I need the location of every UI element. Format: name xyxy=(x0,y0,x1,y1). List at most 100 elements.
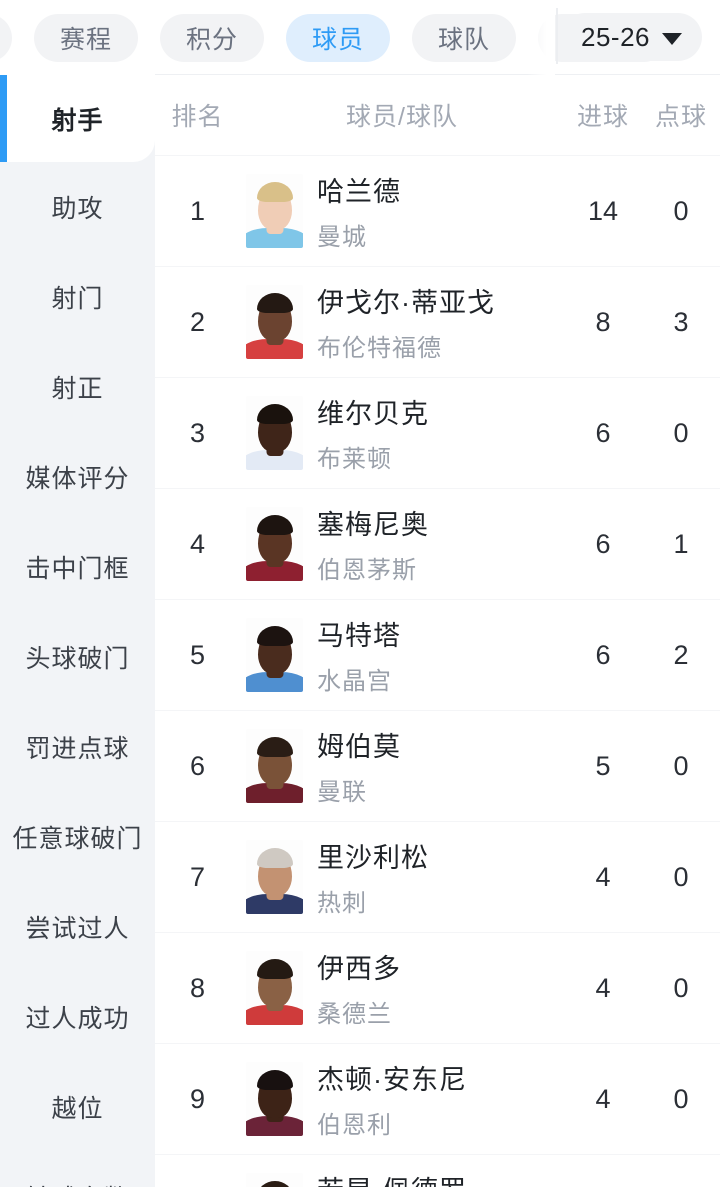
sidebar-item-越位[interactable]: 越位 xyxy=(0,1062,155,1152)
cell-player[interactable]: 伊戈尔·蒂亚戈 布伦特福德 xyxy=(240,281,564,363)
photo-hair xyxy=(256,626,293,646)
sidebar-item-尝试过人[interactable]: 尝试过人 xyxy=(0,882,155,972)
sidebar-item-射门[interactable]: 射门 xyxy=(0,252,155,342)
player-team: 伯恩茅斯 xyxy=(317,557,417,584)
cell-player[interactable]: 塞梅尼奥 伯恩茅斯 xyxy=(240,503,564,585)
cell-player[interactable]: 哈兰德 曼城 xyxy=(240,170,564,252)
tab-球队[interactable]: 球队 xyxy=(412,13,517,62)
player-team: 热刺 xyxy=(317,890,367,917)
sidebar-item-label: 媒体评分 xyxy=(25,465,130,493)
sidebar-item-罚进点球[interactable]: 罚进点球 xyxy=(0,702,155,792)
cell-penalties: 0 xyxy=(673,1083,689,1114)
player-name: 伊西多 xyxy=(317,954,401,984)
player-name-block: 若昂·佩德罗切尔西 xyxy=(317,1169,467,1187)
photo-kit xyxy=(246,450,303,470)
sidebar-item-任意球破门[interactable]: 任意球破门 xyxy=(0,792,155,882)
player-photo xyxy=(246,618,303,692)
cell-rank: 4 xyxy=(189,528,206,559)
cell-player[interactable]: 马特塔 水晶宫 xyxy=(240,614,564,696)
player-photo xyxy=(246,1062,303,1136)
cell-player[interactable]: 若昂·佩德罗切尔西 xyxy=(240,1169,564,1187)
cell-player[interactable]: 杰顿·安东尼 伯恩利 xyxy=(240,1058,564,1140)
chevron-down-icon xyxy=(662,32,682,45)
cell-player[interactable]: 伊西多 桑德兰 xyxy=(240,947,564,1029)
cell-rank: 6 xyxy=(189,750,206,781)
player-name: 姆伯莫 xyxy=(317,732,401,762)
table-row[interactable]: 4 塞梅尼奥 伯恩茅斯 6 1 xyxy=(155,488,720,599)
cell-player[interactable]: 维尔贝克 布莱顿 xyxy=(240,392,564,474)
player-photo xyxy=(246,840,303,914)
sidebar-item-头球破门[interactable]: 头球破门 xyxy=(0,612,155,702)
player-name-block: 杰顿·安东尼 伯恩利 xyxy=(317,1058,467,1140)
cell-rank: 9 xyxy=(189,1083,206,1114)
sidebar-item-射正[interactable]: 射正 xyxy=(0,342,155,432)
table-row[interactable]: 7 里沙利松 热刺 4 0 xyxy=(155,821,720,932)
season-label: 25-26 xyxy=(581,21,650,52)
cell-penalties: 1 xyxy=(673,528,689,559)
player-photo xyxy=(246,396,303,470)
player-team: 布莱顿 xyxy=(317,446,392,473)
photo-kit xyxy=(246,339,303,359)
table-row[interactable]: 3 维尔贝克 布莱顿 6 0 xyxy=(155,377,720,488)
player-name: 伊戈尔·蒂亚戈 xyxy=(317,288,495,318)
player-photo xyxy=(246,285,303,359)
player-name-block: 姆伯莫 曼联 xyxy=(317,725,401,807)
photo-background xyxy=(246,1173,303,1187)
cell-penalties: 0 xyxy=(673,195,689,226)
table-row[interactable]: 9 杰顿·安东尼 伯恩利 4 0 xyxy=(155,1043,720,1154)
sidebar-item-射手[interactable]: 射手 xyxy=(0,75,155,162)
sidebar-item-媒体评分[interactable]: 媒体评分 xyxy=(0,432,155,522)
cell-goals: 4 xyxy=(595,972,611,1003)
column-header-rank: 排名 xyxy=(171,103,224,131)
cell-rank: 8 xyxy=(189,972,206,1003)
table-header-row: 排名 球员/球队 进球 点球 xyxy=(155,75,720,155)
table-row[interactable]: 10若昂·佩德罗切尔西40 xyxy=(155,1154,720,1187)
tab-label: 积分 xyxy=(186,25,239,54)
photo-kit xyxy=(246,1116,303,1136)
photo-kit xyxy=(246,672,303,692)
tab-partial[interactable] xyxy=(0,13,12,62)
player-name-block: 马特塔 水晶宫 xyxy=(317,614,401,696)
player-name: 维尔贝克 xyxy=(317,399,429,429)
table-row[interactable]: 1 哈兰德 曼城 14 0 xyxy=(155,155,720,266)
table-row[interactable]: 2 伊戈尔·蒂亚戈 布伦特福德 8 3 xyxy=(155,266,720,377)
player-name: 里沙利松 xyxy=(317,843,429,873)
photo-hair xyxy=(256,293,293,313)
sidebar-item-触球次数[interactable]: 触球次数 xyxy=(0,1152,155,1187)
photo-hair xyxy=(256,404,293,424)
table-row[interactable]: 6 姆伯莫 曼联 5 0 xyxy=(155,710,720,821)
player-photo xyxy=(246,951,303,1025)
sidebar-item-label: 头球破门 xyxy=(25,645,130,673)
table-row[interactable]: 8 伊西多 桑德兰 4 0 xyxy=(155,932,720,1043)
photo-hair xyxy=(256,1181,293,1187)
sidebar-item-助攻[interactable]: 助攻 xyxy=(0,162,155,252)
cell-goals: 6 xyxy=(595,417,611,448)
player-photo xyxy=(246,729,303,803)
tab-积分[interactable]: 积分 xyxy=(160,13,265,62)
sidebar-item-label: 助攻 xyxy=(51,195,104,223)
sidebar-item-击中门框[interactable]: 击中门框 xyxy=(0,522,155,612)
column-header-player: 球员/球队 xyxy=(346,103,458,131)
tab-label: 球队 xyxy=(438,25,491,54)
cell-penalties: 0 xyxy=(673,861,689,892)
cell-player[interactable]: 里沙利松 热刺 xyxy=(240,836,564,918)
tab-赛程[interactable]: 赛程 xyxy=(34,13,139,62)
player-team: 伯恩利 xyxy=(317,1112,392,1139)
sidebar-item-过人成功[interactable]: 过人成功 xyxy=(0,972,155,1062)
cell-player[interactable]: 姆伯莫 曼联 xyxy=(240,725,564,807)
player-team: 水晶宫 xyxy=(317,668,392,695)
tab-球员[interactable]: 球员 xyxy=(286,13,391,62)
season-selector[interactable]: 25-26 xyxy=(561,13,702,61)
player-name-block: 塞梅尼奥 伯恩茅斯 xyxy=(317,503,429,585)
tab-fade-overlay xyxy=(527,0,555,75)
cell-rank: 3 xyxy=(189,417,206,448)
cell-goals: 8 xyxy=(595,306,611,337)
player-name-block: 伊西多 桑德兰 xyxy=(317,947,401,1029)
stat-category-sidebar: 射手助攻射门射正媒体评分击中门框头球破门罚进点球任意球破门尝试过人过人成功越位触… xyxy=(0,75,155,1187)
table-row[interactable]: 5 马特塔 水晶宫 6 2 xyxy=(155,599,720,710)
player-name: 杰顿·安东尼 xyxy=(317,1065,467,1095)
sidebar-item-label: 射门 xyxy=(51,285,104,313)
cell-penalties: 3 xyxy=(673,306,689,337)
photo-kit xyxy=(246,1005,303,1025)
